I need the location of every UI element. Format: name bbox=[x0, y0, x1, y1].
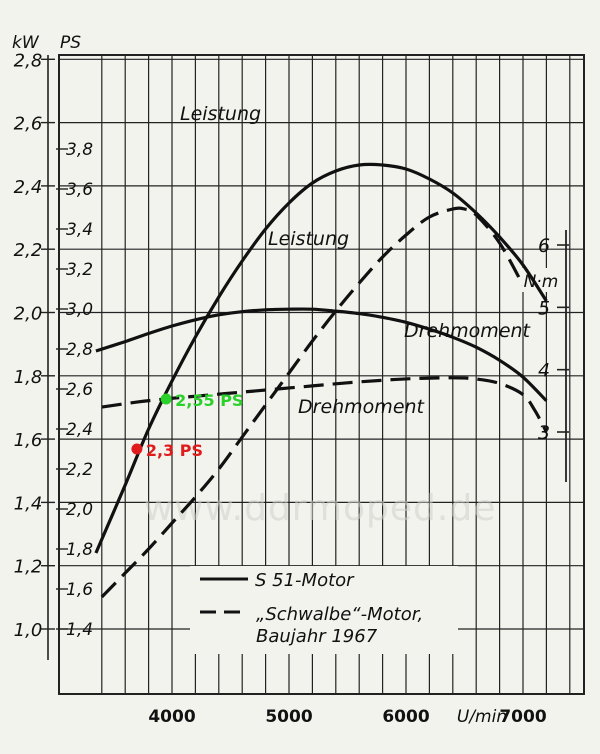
x-axis-unit-label: U/min bbox=[457, 707, 507, 727]
ps-axis-label: PS bbox=[60, 33, 81, 53]
schwalbe-power-curve bbox=[100, 206, 525, 599]
marker-2-3-ps-label: 2,3 PS bbox=[146, 441, 203, 460]
ps-tick-label: 3,0 bbox=[66, 300, 93, 320]
kw-tick-label: 2,0 bbox=[14, 304, 43, 325]
kw-tick-label: 1,4 bbox=[14, 493, 43, 514]
plot-frame bbox=[58, 54, 585, 695]
kw-tick-label: 1,8 bbox=[14, 367, 43, 388]
legend-label-year: Baujahr 1967 bbox=[256, 626, 378, 647]
x-tick-label: 4000 bbox=[148, 707, 195, 727]
nm-label-backdrop bbox=[518, 268, 564, 292]
ps-tick-label: 2,8 bbox=[66, 340, 93, 360]
ps-tick-label: 2,2 bbox=[66, 460, 93, 480]
ps-tick-label: 3,8 bbox=[66, 140, 93, 160]
kw-tick-label: 2,4 bbox=[14, 177, 43, 198]
ps-tick-label: 3,6 bbox=[66, 180, 93, 200]
ps-tick-label: 3,4 bbox=[66, 220, 93, 240]
kw-tick-label: 1,0 bbox=[14, 620, 43, 641]
nm-tick-label: 4 bbox=[538, 360, 550, 382]
schwalbe-torque-curve bbox=[101, 376, 548, 433]
x-tick-label: 7000 bbox=[499, 707, 546, 727]
schwalbe-torque-label: Drehmoment bbox=[298, 396, 426, 418]
kw-tick-label: 1,2 bbox=[14, 557, 43, 578]
kw-axis-label: kW bbox=[12, 33, 40, 53]
nm-tick-label: 5 bbox=[538, 297, 550, 319]
watermark: www.ddrmoped.de bbox=[144, 488, 497, 529]
schwalbe-power-label: Leistung bbox=[268, 228, 349, 250]
marker-2-55-ps-dot bbox=[160, 393, 172, 405]
ps-tick-label: 2,0 bbox=[66, 500, 93, 520]
marker-2-55-ps-label: 2,55 PS bbox=[175, 391, 243, 410]
kw-tick-label: 1,6 bbox=[14, 430, 43, 451]
kw-tick-label: 2,2 bbox=[14, 240, 43, 261]
legend-label-s51: S 51-Motor bbox=[255, 570, 355, 591]
marker-2-3-ps-dot bbox=[131, 443, 143, 455]
ps-tick-label: 2,6 bbox=[66, 380, 93, 400]
legend-box bbox=[190, 566, 458, 654]
legend-label-schwalbe: „Schwalbe“-Motor, bbox=[256, 604, 423, 625]
nm-tick-label: 6 bbox=[538, 235, 550, 257]
ps-tick-label: 1,4 bbox=[66, 620, 93, 640]
s51-torque-curve bbox=[95, 307, 548, 402]
kw-tick-label: 2,6 bbox=[14, 114, 43, 135]
ps-tick-label: 1,8 bbox=[66, 540, 93, 560]
s51-power-curve bbox=[94, 162, 548, 554]
nm-tick-label: 3 bbox=[538, 422, 550, 444]
kw-tick-label: 2,8 bbox=[14, 50, 43, 71]
ps-tick-label: 3,2 bbox=[66, 260, 93, 280]
s51-power-label: Leistung bbox=[180, 103, 261, 125]
x-tick-label: 6000 bbox=[382, 707, 429, 727]
s51-torque-label: Drehmoment bbox=[404, 320, 532, 342]
x-tick-label: 5000 bbox=[265, 707, 312, 727]
ps-tick-label: 2,4 bbox=[66, 420, 93, 440]
ps-tick-label: 1,6 bbox=[66, 580, 93, 600]
